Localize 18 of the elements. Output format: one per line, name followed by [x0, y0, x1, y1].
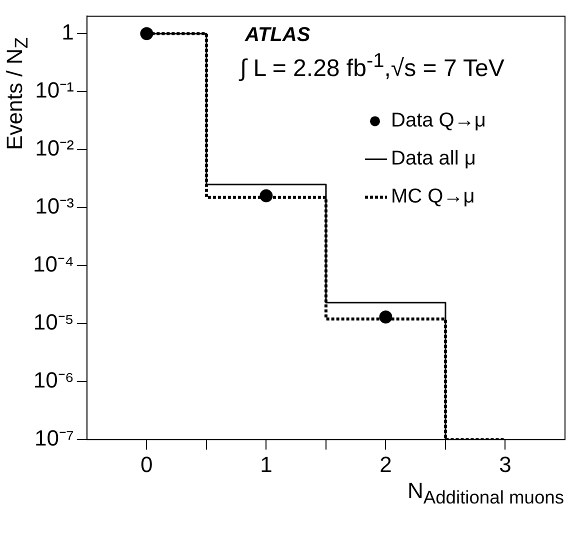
y-tick-label: 1 [62, 20, 74, 45]
x-tick-label: 2 [380, 452, 392, 477]
legend-label: Data Q→μ [391, 110, 486, 132]
legend-label: Data all μ [391, 148, 476, 170]
x-tick-label: 1 [260, 452, 272, 477]
annotation: ATLAS [245, 24, 310, 47]
x-tick-label: 3 [499, 452, 512, 477]
y-tick-label: 10⁻² [35, 136, 74, 161]
x-tick-label: 0 [140, 452, 153, 477]
legend-label: MC Q→μ [391, 186, 475, 208]
y-tick-label: 10⁻⁶ [33, 368, 74, 393]
y-tick-label: 10⁻⁷ [34, 426, 74, 451]
y-tick-label: 10⁻⁵ [33, 310, 74, 335]
y-tick-label: 10⁻¹ [35, 78, 74, 103]
y-tick-label: 10⁻³ [35, 194, 74, 219]
y-tick-label: 10⁻⁴ [32, 252, 74, 277]
x-axis-title: N$_{Additional muons}$ [408, 478, 564, 508]
annotation: ∫ L = 2.28 fb$^{-1}$,√s = 7 TeV [240, 50, 504, 83]
